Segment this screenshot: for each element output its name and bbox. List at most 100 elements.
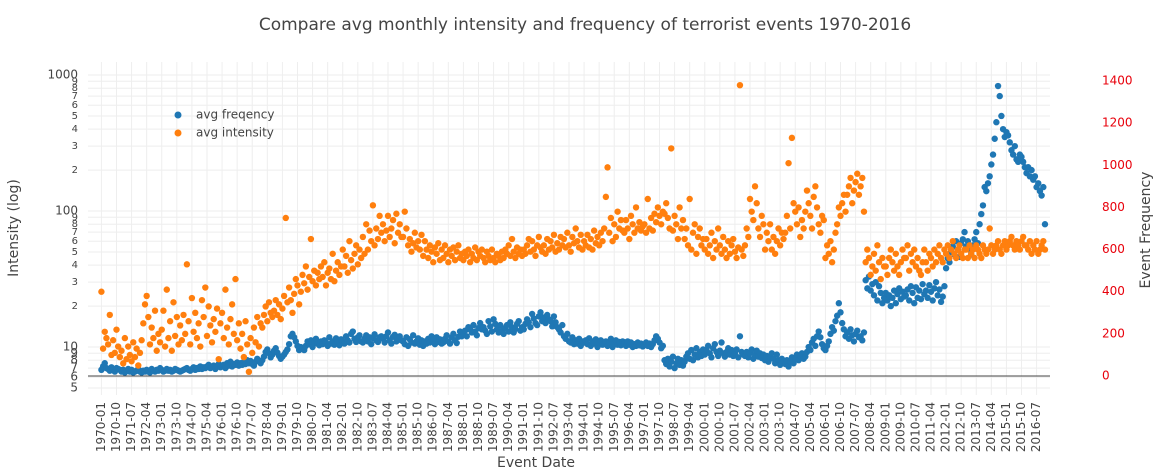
point — [932, 278, 940, 286]
point — [803, 187, 811, 194]
point — [364, 246, 372, 253]
point — [830, 327, 838, 334]
point — [265, 299, 273, 306]
point — [815, 221, 822, 228]
x-tick-label: 2004-07 — [788, 402, 802, 452]
point — [783, 212, 791, 220]
point — [832, 229, 839, 236]
point — [984, 180, 992, 187]
point — [314, 269, 321, 276]
point — [312, 335, 320, 342]
x-tick-label: 2001-07 — [727, 402, 741, 452]
point — [300, 280, 308, 287]
point — [227, 315, 234, 323]
point — [736, 333, 744, 340]
point — [260, 311, 268, 319]
point — [373, 225, 380, 232]
point — [297, 288, 305, 295]
y2-tick-label: 1000 — [1102, 158, 1133, 172]
point — [289, 309, 296, 317]
point — [208, 339, 216, 346]
y-tick-label: 8 — [72, 83, 78, 94]
point — [215, 355, 222, 363]
x-tick-label: 1996-04 — [622, 402, 636, 452]
point — [445, 259, 452, 266]
point — [812, 342, 819, 350]
y-tick-label: 6 — [70, 370, 78, 384]
point — [870, 292, 878, 299]
point — [399, 233, 407, 241]
point — [121, 334, 129, 342]
point — [453, 339, 460, 347]
point — [554, 240, 561, 247]
point — [371, 331, 378, 338]
point — [852, 178, 859, 186]
point — [235, 320, 243, 327]
point — [381, 237, 388, 245]
point — [574, 237, 581, 245]
point — [798, 216, 806, 224]
point — [937, 298, 945, 306]
point — [109, 337, 117, 344]
point — [706, 242, 713, 249]
point — [865, 254, 873, 262]
point — [577, 231, 584, 239]
point — [607, 335, 615, 342]
x-tick-label: 2012-10 — [954, 402, 968, 452]
point — [482, 259, 489, 266]
point — [312, 282, 320, 289]
point — [331, 277, 338, 285]
series — [98, 81, 1049, 376]
point — [693, 250, 700, 257]
x-tick-label: 1987-04 — [441, 402, 455, 452]
point — [860, 208, 868, 215]
point — [244, 341, 251, 348]
point — [931, 285, 938, 292]
point — [810, 193, 817, 201]
point — [173, 313, 181, 321]
point — [813, 204, 821, 211]
point — [441, 242, 449, 249]
point — [884, 297, 891, 304]
point — [714, 225, 722, 232]
point — [485, 317, 492, 325]
x-tick-label: 1990-04 — [501, 402, 515, 452]
point — [726, 250, 734, 257]
y-tick-label: 5 — [72, 247, 78, 258]
point — [790, 200, 797, 207]
point — [632, 204, 640, 211]
point — [902, 254, 910, 262]
point — [237, 345, 244, 352]
point — [917, 271, 925, 279]
point — [1006, 139, 1013, 146]
point — [277, 315, 284, 323]
legend-label: avg intensity — [196, 126, 274, 140]
point — [825, 250, 832, 257]
x-tick-label: 1980-07 — [305, 402, 319, 452]
point — [978, 254, 985, 262]
point — [906, 267, 913, 274]
point — [765, 237, 772, 245]
x-tick-label: 1986-07 — [426, 402, 440, 452]
point — [190, 328, 197, 335]
point — [433, 250, 440, 257]
point — [572, 225, 579, 232]
point — [773, 351, 781, 358]
point — [924, 267, 931, 274]
y-tick-label: 9 — [70, 346, 78, 360]
x-tick-label: 1988-10 — [471, 402, 485, 452]
chart-title: Compare avg monthly intensity and freque… — [259, 15, 911, 35]
point — [342, 252, 350, 260]
x-tick-label: 1971-07 — [124, 402, 138, 452]
point — [1040, 183, 1047, 191]
x-tick-label: 1989-07 — [486, 402, 500, 452]
point — [339, 246, 346, 253]
point — [369, 202, 377, 209]
point — [156, 339, 164, 346]
point — [807, 346, 814, 354]
x-tick-label: 1994-10 — [592, 402, 606, 452]
point — [756, 233, 764, 241]
point — [892, 250, 900, 257]
point — [994, 82, 1002, 90]
point — [817, 229, 824, 236]
